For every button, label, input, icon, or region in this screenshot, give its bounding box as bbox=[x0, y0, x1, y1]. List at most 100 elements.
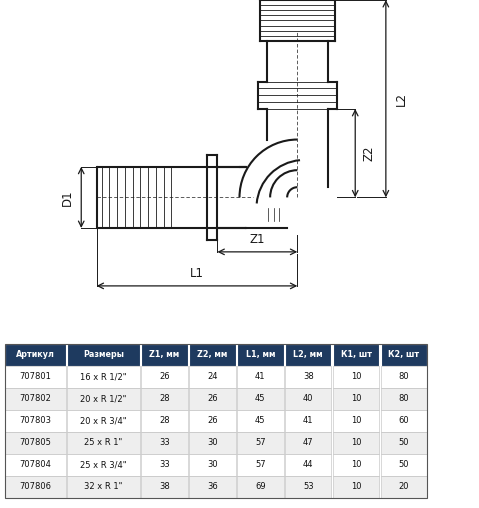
Bar bbox=[5, 432, 66, 454]
Text: 38: 38 bbox=[303, 372, 314, 382]
Text: 50: 50 bbox=[399, 438, 409, 448]
Bar bbox=[189, 366, 236, 388]
Text: 38: 38 bbox=[159, 483, 170, 491]
Bar bbox=[285, 432, 331, 454]
Text: 33: 33 bbox=[159, 438, 170, 448]
Bar bbox=[5, 344, 66, 366]
Bar bbox=[285, 366, 331, 388]
Text: 26: 26 bbox=[207, 417, 218, 425]
Text: 57: 57 bbox=[255, 460, 266, 469]
Text: 44: 44 bbox=[303, 460, 313, 469]
Text: 32 x R 1": 32 x R 1" bbox=[84, 483, 123, 491]
Text: 28: 28 bbox=[159, 394, 170, 403]
Text: 30: 30 bbox=[207, 438, 218, 448]
Text: 25 x R 3/4": 25 x R 3/4" bbox=[80, 460, 127, 469]
Text: 36: 36 bbox=[207, 483, 218, 491]
Bar bbox=[381, 344, 427, 366]
Text: 40: 40 bbox=[303, 394, 313, 403]
Text: 10: 10 bbox=[351, 438, 361, 448]
Text: 26: 26 bbox=[159, 372, 170, 382]
Bar bbox=[5, 344, 427, 498]
Bar bbox=[5, 366, 66, 388]
Bar bbox=[237, 344, 284, 366]
Text: D1: D1 bbox=[61, 189, 74, 206]
Bar bbox=[381, 476, 427, 498]
Text: 10: 10 bbox=[351, 483, 361, 491]
Text: L2, мм: L2, мм bbox=[294, 350, 323, 359]
Bar bbox=[381, 388, 427, 410]
Bar bbox=[189, 432, 236, 454]
Text: 707801: 707801 bbox=[19, 372, 51, 382]
Bar bbox=[5, 388, 66, 410]
Text: 69: 69 bbox=[255, 483, 266, 491]
Text: 53: 53 bbox=[303, 483, 314, 491]
Text: 10: 10 bbox=[351, 460, 361, 469]
Bar bbox=[5, 454, 66, 476]
Text: 57: 57 bbox=[255, 438, 266, 448]
Bar bbox=[237, 432, 284, 454]
Bar bbox=[141, 344, 188, 366]
Text: 60: 60 bbox=[399, 417, 410, 425]
Text: Артикул: Артикул bbox=[16, 350, 55, 359]
Bar bbox=[333, 366, 379, 388]
Bar bbox=[285, 344, 331, 366]
Bar bbox=[141, 476, 188, 498]
Bar bbox=[5, 476, 66, 498]
Bar bbox=[5, 410, 66, 432]
Text: 45: 45 bbox=[255, 394, 265, 403]
Text: 20 x R 3/4": 20 x R 3/4" bbox=[80, 417, 127, 425]
Bar bbox=[237, 388, 284, 410]
Text: 10: 10 bbox=[351, 417, 361, 425]
Bar bbox=[189, 476, 236, 498]
Bar bbox=[285, 410, 331, 432]
Text: 28: 28 bbox=[159, 417, 170, 425]
Bar bbox=[67, 476, 140, 498]
Bar bbox=[333, 476, 379, 498]
Bar bbox=[189, 410, 236, 432]
Bar bbox=[141, 366, 188, 388]
Text: 707805: 707805 bbox=[19, 438, 51, 448]
Text: 41: 41 bbox=[303, 417, 313, 425]
Bar bbox=[333, 410, 379, 432]
Bar bbox=[381, 432, 427, 454]
Text: 20 x R 1/2": 20 x R 1/2" bbox=[80, 394, 126, 403]
Bar bbox=[141, 454, 188, 476]
Bar bbox=[237, 366, 284, 388]
Bar bbox=[67, 388, 140, 410]
Bar bbox=[67, 454, 140, 476]
Bar bbox=[381, 454, 427, 476]
Text: 10: 10 bbox=[351, 394, 361, 403]
Bar bbox=[333, 344, 379, 366]
Bar bbox=[141, 410, 188, 432]
Text: L1, мм: L1, мм bbox=[246, 350, 275, 359]
Text: 47: 47 bbox=[303, 438, 314, 448]
Bar bbox=[285, 388, 331, 410]
Text: 41: 41 bbox=[255, 372, 265, 382]
Text: 80: 80 bbox=[399, 372, 410, 382]
Bar bbox=[333, 388, 379, 410]
Bar bbox=[67, 344, 140, 366]
Bar bbox=[237, 476, 284, 498]
Bar bbox=[237, 454, 284, 476]
Text: К2, шт: К2, шт bbox=[388, 350, 420, 359]
Text: 20: 20 bbox=[399, 483, 409, 491]
Bar bbox=[67, 366, 140, 388]
Text: 45: 45 bbox=[255, 417, 265, 425]
Bar bbox=[285, 476, 331, 498]
Text: 10: 10 bbox=[351, 372, 361, 382]
Bar bbox=[381, 366, 427, 388]
Text: 30: 30 bbox=[207, 460, 218, 469]
Bar bbox=[189, 388, 236, 410]
Text: Z2, мм: Z2, мм bbox=[197, 350, 228, 359]
Text: 50: 50 bbox=[399, 460, 409, 469]
Text: 25 x R 1": 25 x R 1" bbox=[84, 438, 123, 448]
Text: К1, шт: К1, шт bbox=[341, 350, 372, 359]
Bar bbox=[285, 454, 331, 476]
Text: 707804: 707804 bbox=[19, 460, 51, 469]
Bar bbox=[333, 432, 379, 454]
Text: 24: 24 bbox=[207, 372, 217, 382]
Bar bbox=[333, 454, 379, 476]
Text: 80: 80 bbox=[399, 394, 410, 403]
Text: Z1: Z1 bbox=[250, 234, 265, 246]
Bar bbox=[141, 432, 188, 454]
